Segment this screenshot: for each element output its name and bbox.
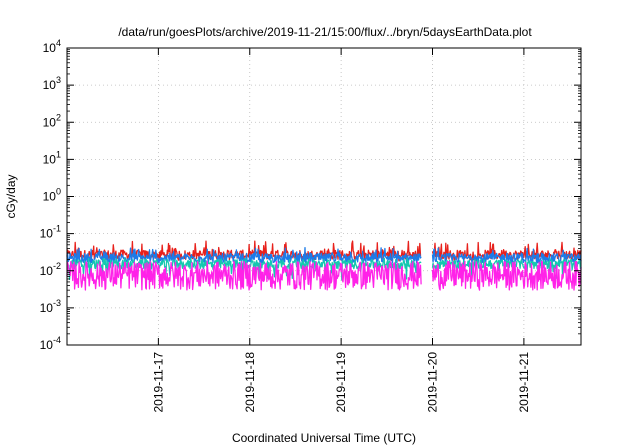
y-tick-label: 101 <box>43 149 61 166</box>
series-line <box>66 260 582 291</box>
y-tick-label: 10-3 <box>40 298 61 315</box>
y-tick-label: 104 <box>43 38 61 55</box>
chart-title: /data/run/goesPlots/archive/2019-11-21/1… <box>118 25 532 39</box>
x-tick-label: 2019-11-21 <box>517 352 531 413</box>
y-tick-label: 100 <box>43 187 61 204</box>
y-tick-label: 10-4 <box>40 335 61 352</box>
x-tick-label: 2019-11-18 <box>243 352 257 413</box>
x-tick-label: 2019-11-17 <box>151 352 165 413</box>
y-tick-label: 10-2 <box>40 261 61 278</box>
x-tick-label: 2019-11-20 <box>426 352 440 413</box>
x-axis-label: Coordinated Universal Time (UTC) <box>232 431 416 445</box>
y-axis-label: cGy/day <box>4 174 18 218</box>
data-series <box>66 240 582 291</box>
plot-frame <box>66 47 582 346</box>
grid-lines <box>67 48 581 345</box>
y-tick-label: 102 <box>43 112 61 129</box>
y-tick-label: 103 <box>43 75 61 92</box>
y-tick-label: 10-1 <box>40 224 61 241</box>
x-tick-label: 2019-11-19 <box>334 352 348 413</box>
axis-ticks: 10-4 10-3 10-2 10-1 100 101 102 103 104 2019-11-1… <box>40 38 581 413</box>
